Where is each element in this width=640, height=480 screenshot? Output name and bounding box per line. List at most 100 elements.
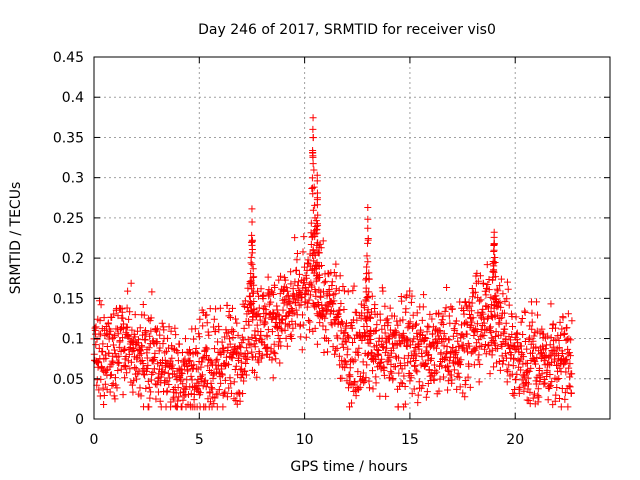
data-point (365, 313, 373, 321)
data-point (517, 366, 525, 374)
data-point (412, 352, 420, 360)
data-point (356, 383, 364, 391)
data-point (519, 330, 527, 338)
data-point (268, 315, 276, 323)
data-point (425, 351, 433, 359)
data-point (317, 288, 325, 296)
data-point (534, 311, 542, 319)
data-point (344, 345, 352, 353)
data-point (114, 330, 122, 338)
data-point (379, 343, 387, 351)
data-point (372, 379, 380, 387)
data-point (378, 325, 386, 333)
data-point (270, 348, 278, 356)
data-point (165, 381, 173, 389)
data-point (272, 355, 280, 363)
data-point (523, 396, 531, 404)
data-point (399, 316, 407, 324)
data-point (246, 300, 254, 308)
data-point (325, 337, 333, 345)
data-point (237, 358, 245, 366)
data-point (227, 380, 235, 388)
data-point (492, 292, 500, 300)
data-point (381, 329, 389, 337)
data-point (225, 335, 233, 343)
data-point (468, 307, 476, 315)
data-point (137, 350, 145, 358)
data-point (220, 389, 228, 397)
data-point (457, 356, 465, 364)
data-point (247, 341, 255, 349)
data-point (131, 333, 139, 341)
data-point (375, 347, 383, 355)
data-point (410, 347, 418, 355)
data-point (413, 368, 421, 376)
data-point (509, 390, 517, 398)
data-point (244, 284, 252, 292)
data-point (315, 262, 323, 270)
data-point (110, 392, 118, 400)
data-point (383, 315, 391, 323)
data-point (465, 342, 473, 350)
data-point (354, 368, 362, 376)
data-point (314, 211, 322, 219)
data-point (355, 385, 363, 393)
data-point (164, 334, 172, 342)
data-point (190, 361, 198, 369)
data-point (172, 331, 180, 339)
data-point (500, 309, 508, 317)
data-point (131, 311, 139, 319)
data-point (156, 397, 164, 405)
data-point (466, 311, 474, 319)
data-point (313, 275, 321, 283)
data-point (430, 376, 438, 384)
data-point (288, 335, 296, 343)
data-point (484, 281, 492, 288)
data-point (145, 383, 153, 391)
data-point (313, 239, 321, 247)
data-point (555, 375, 563, 383)
data-point (269, 374, 277, 382)
data-point (146, 394, 154, 402)
data-point (565, 349, 573, 357)
data-point (125, 315, 133, 323)
y-tick-label: 0.4 (62, 90, 84, 106)
y-axis-label: SRMTID / TECUs (8, 182, 24, 295)
data-point (133, 355, 141, 363)
data-point (378, 284, 386, 292)
data-point (271, 283, 279, 291)
data-point (247, 269, 255, 277)
data-point (199, 322, 207, 330)
data-point (475, 297, 483, 305)
data-point (111, 350, 119, 358)
data-point (502, 319, 510, 327)
data-point (294, 278, 302, 286)
data-point (480, 332, 488, 340)
data-point (504, 368, 512, 376)
data-point (517, 342, 525, 350)
data-point (412, 356, 420, 364)
data-point (406, 377, 414, 385)
data-point (360, 304, 368, 312)
data-point (364, 215, 372, 223)
data-point (255, 304, 263, 312)
data-point (480, 345, 488, 353)
data-point (509, 322, 517, 330)
data-point (236, 397, 244, 405)
data-point (313, 258, 321, 266)
x-tick-labels: 0 5 10 15 20 (90, 432, 525, 448)
data-point (211, 394, 219, 402)
data-point (160, 368, 168, 376)
data-point (308, 184, 316, 192)
data-point (373, 341, 381, 349)
data-point (547, 359, 555, 367)
data-point (360, 333, 368, 341)
data-point (283, 342, 291, 350)
data-point (229, 333, 237, 341)
data-point (423, 388, 431, 396)
data-point (365, 377, 373, 385)
data-point (363, 293, 371, 301)
data-point (110, 346, 118, 354)
data-point (377, 358, 385, 366)
data-point (218, 338, 226, 346)
